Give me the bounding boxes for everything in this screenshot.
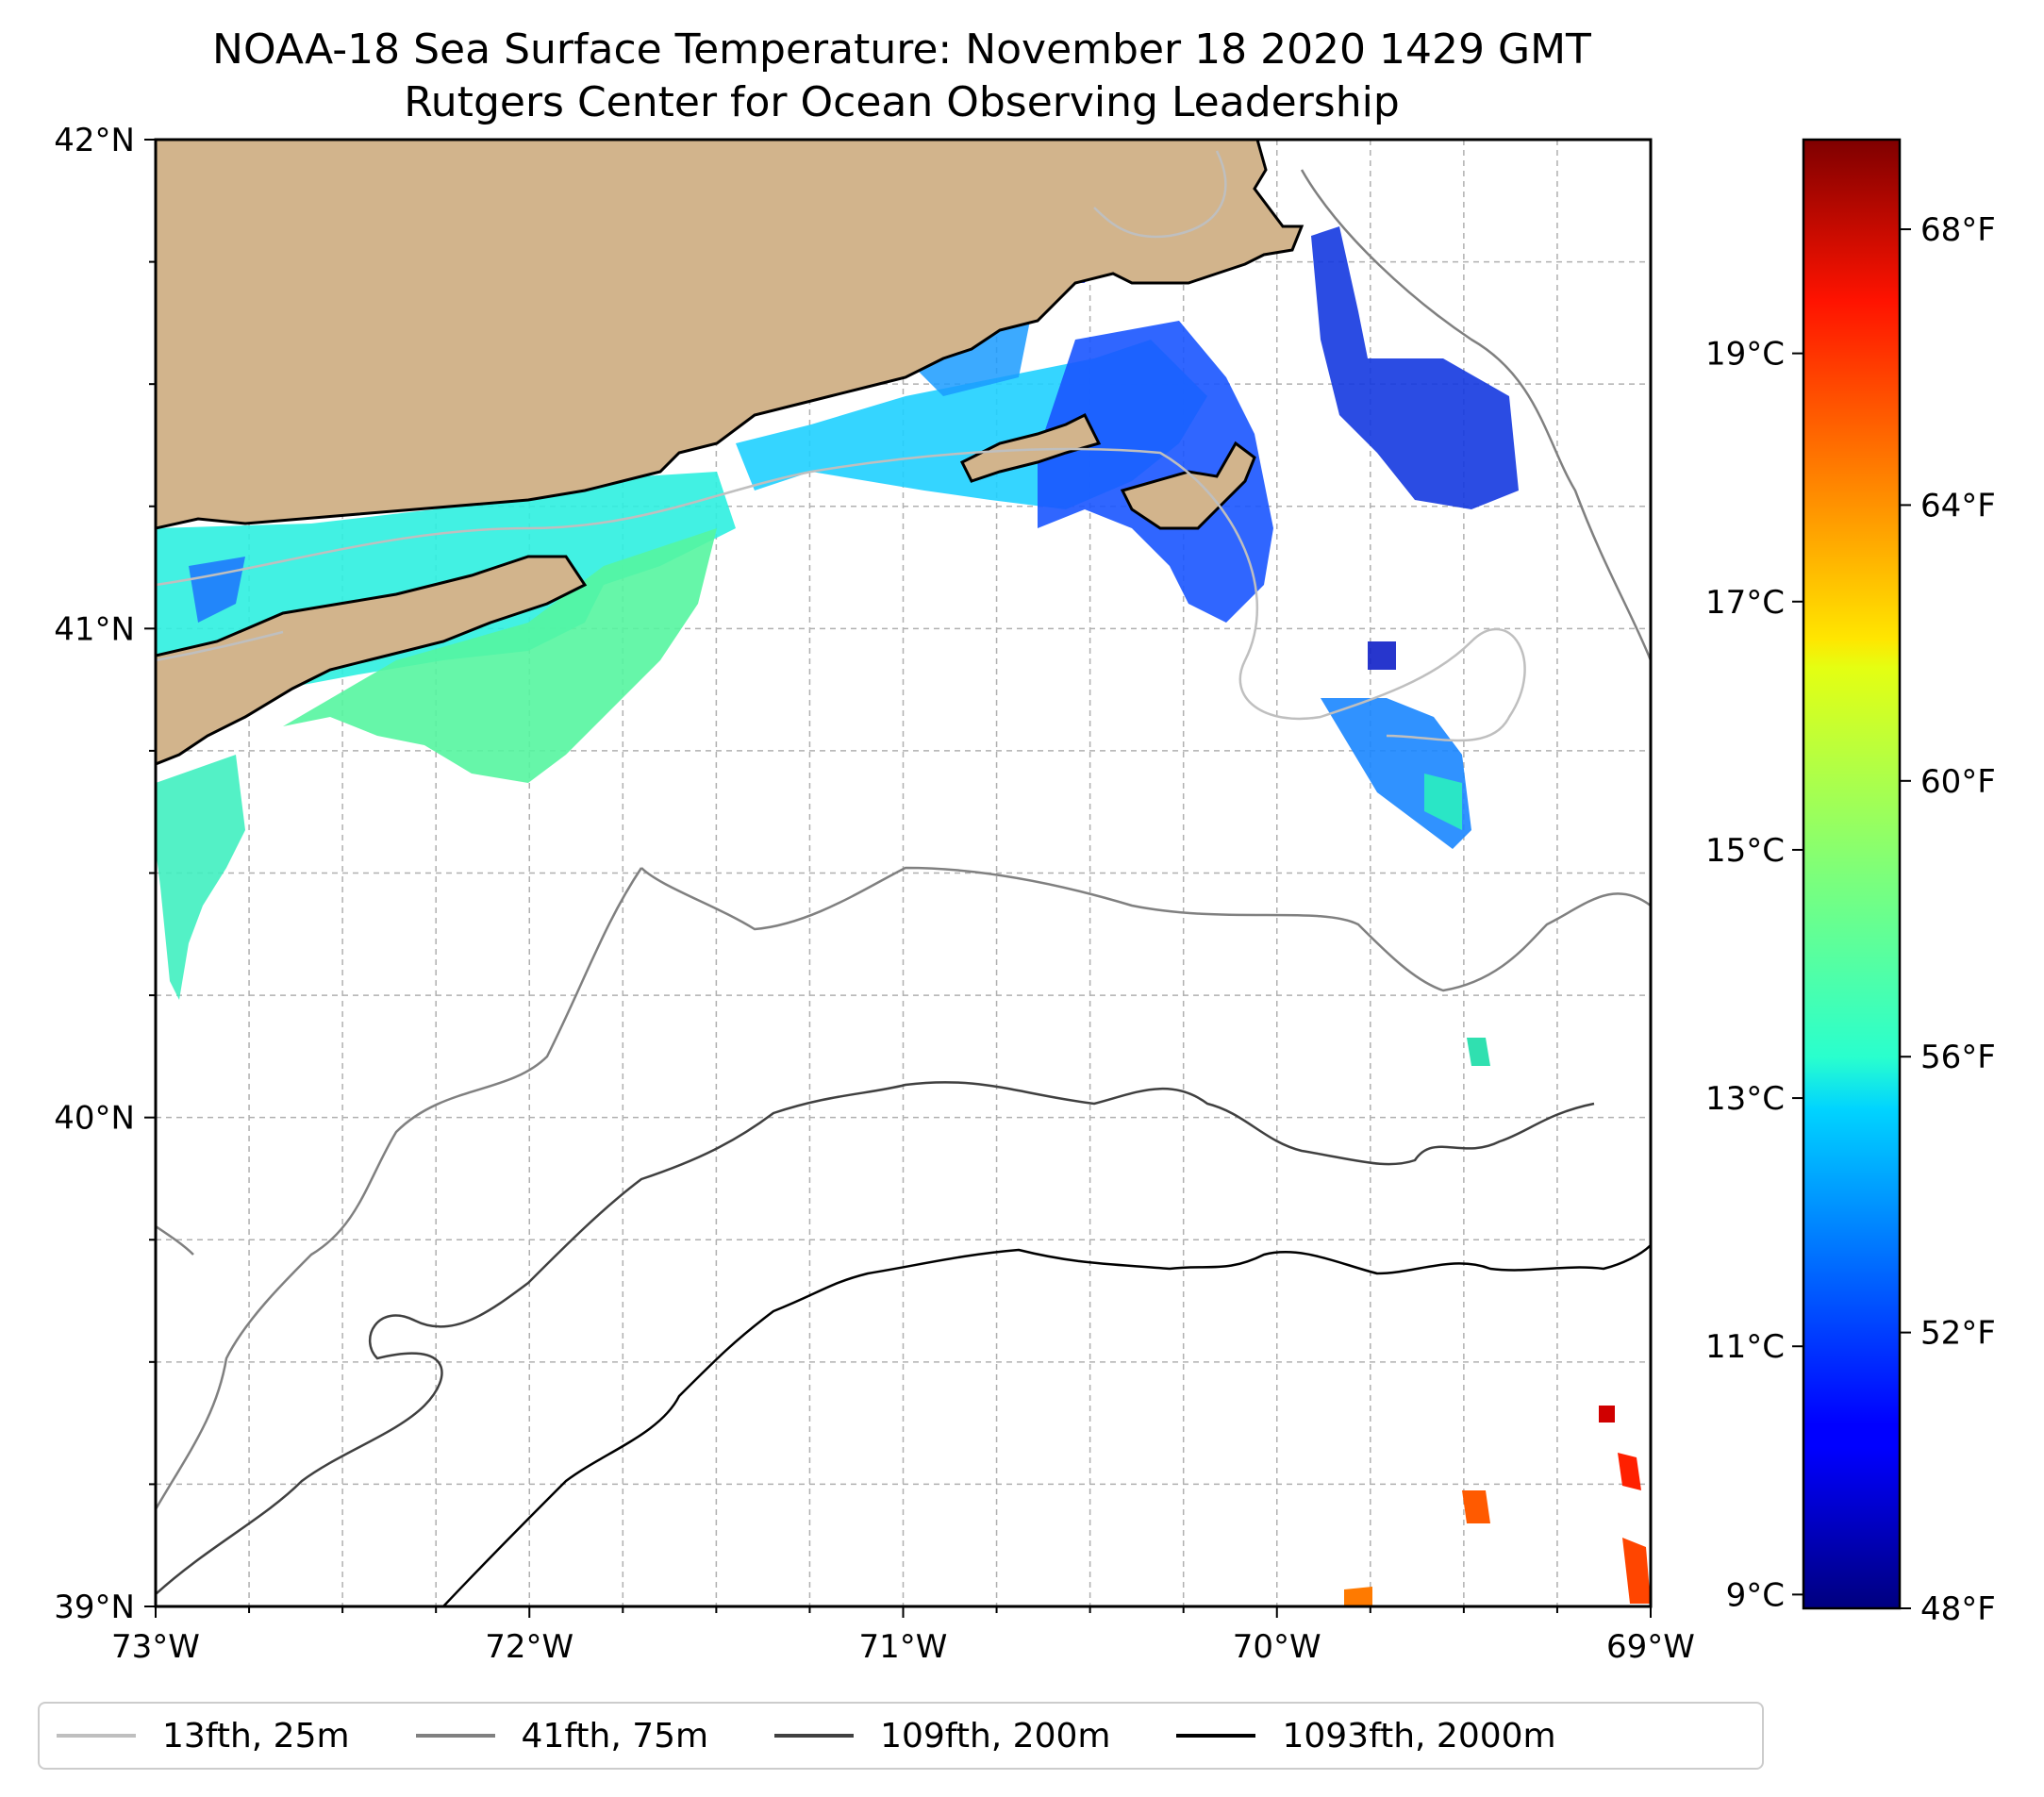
lon-tick-label: 70°W	[1233, 1628, 1321, 1666]
colorbar-gradient	[1803, 140, 1900, 1608]
lat-tick-label: 42°N	[54, 122, 135, 159]
colorbar-celsius-ticks: 19°C 17°C 15°C 13°C 11°C 9°C	[1705, 336, 1803, 1614]
legend-label-200m: 109fth, 200m	[880, 1716, 1111, 1755]
lon-tick-label: 73°W	[111, 1628, 200, 1666]
longitude-ticks: 73°W 72°W 71°W 70°W 69°W	[111, 1606, 1695, 1666]
legend-swatch-75m	[415, 1734, 495, 1738]
legend-label-25m: 13fth, 25m	[162, 1716, 350, 1755]
colorbar-fahrenheit-ticks: 68°F 64°F 60°F 56°F 52°F 48°F	[1900, 211, 1996, 1628]
sst-swath-nantucket-shoals	[1311, 226, 1519, 849]
lon-tick-label: 72°W	[485, 1628, 573, 1666]
legend-label-2000m: 1093fth, 2000m	[1282, 1716, 1556, 1755]
lon-tick-label: 69°W	[1606, 1628, 1695, 1666]
map-title: NOAA-18 Sea Surface Temperature: Novembe…	[212, 25, 1591, 74]
contour-2000m	[442, 1244, 1651, 1606]
contour-legend: 13fth, 25m 41fth, 75m 109fth, 200m 1093f…	[38, 1702, 1764, 1770]
contour-75m	[156, 169, 1651, 1510]
contour-25m	[156, 150, 1526, 742]
legend-item-200m: 109fth, 200m	[774, 1717, 1110, 1755]
legend-item-2000m: 1093fth, 2000m	[1176, 1716, 1556, 1755]
colorbar-frame	[1802, 138, 1902, 1610]
colorbar-f-tick-label: 64°F	[1920, 487, 1996, 524]
legend-swatch-200m	[774, 1734, 855, 1738]
colorbar-f-tick-label: 52°F	[1920, 1315, 1996, 1353]
legend-swatch-25m	[57, 1734, 136, 1738]
colorbar-f-tick-label: 68°F	[1920, 211, 1996, 249]
legend-label-75m: 41fth, 75m	[521, 1716, 709, 1755]
lat-tick-label: 39°N	[54, 1589, 135, 1626]
legend-item-75m: 41fth, 75m	[415, 1716, 709, 1755]
legend-swatch-2000m	[1176, 1734, 1256, 1738]
sst-swath-warm-patches	[1344, 1038, 1651, 1606]
map-panel	[156, 140, 1651, 1606]
latitude-ticks: 42°N 41°N 40°N 39°N	[54, 122, 156, 1626]
colorbar-c-tick-label: 15°C	[1705, 832, 1785, 870]
land-masses	[156, 140, 1305, 766]
colorbar-c-tick-label: 19°C	[1705, 336, 1785, 374]
colorbar-f-tick-label: 48°F	[1920, 1590, 1996, 1628]
lon-tick-label: 71°W	[859, 1628, 948, 1666]
colorbar-c-tick-label: 9°C	[1726, 1576, 1785, 1614]
lat-tick-label: 41°N	[54, 610, 135, 648]
colorbar: 19°C 17°C 15°C 13°C 11°C 9°C 68°F 64°F 60°F 56°F…	[1705, 138, 1996, 1628]
colorbar-c-tick-label: 13°C	[1705, 1080, 1785, 1118]
colorbar-f-tick-label: 56°F	[1920, 1039, 1996, 1076]
colorbar-f-tick-label: 60°F	[1920, 763, 1996, 801]
colorbar-c-tick-label: 17°C	[1705, 584, 1785, 622]
legend-item-25m: 13fth, 25m	[57, 1717, 350, 1755]
map-subtitle: Rutgers Center for Ocean Observing Leade…	[404, 78, 1400, 126]
lat-tick-label: 40°N	[54, 1100, 135, 1138]
contour-200m	[156, 1081, 1595, 1595]
colorbar-c-tick-label: 11°C	[1705, 1328, 1785, 1366]
